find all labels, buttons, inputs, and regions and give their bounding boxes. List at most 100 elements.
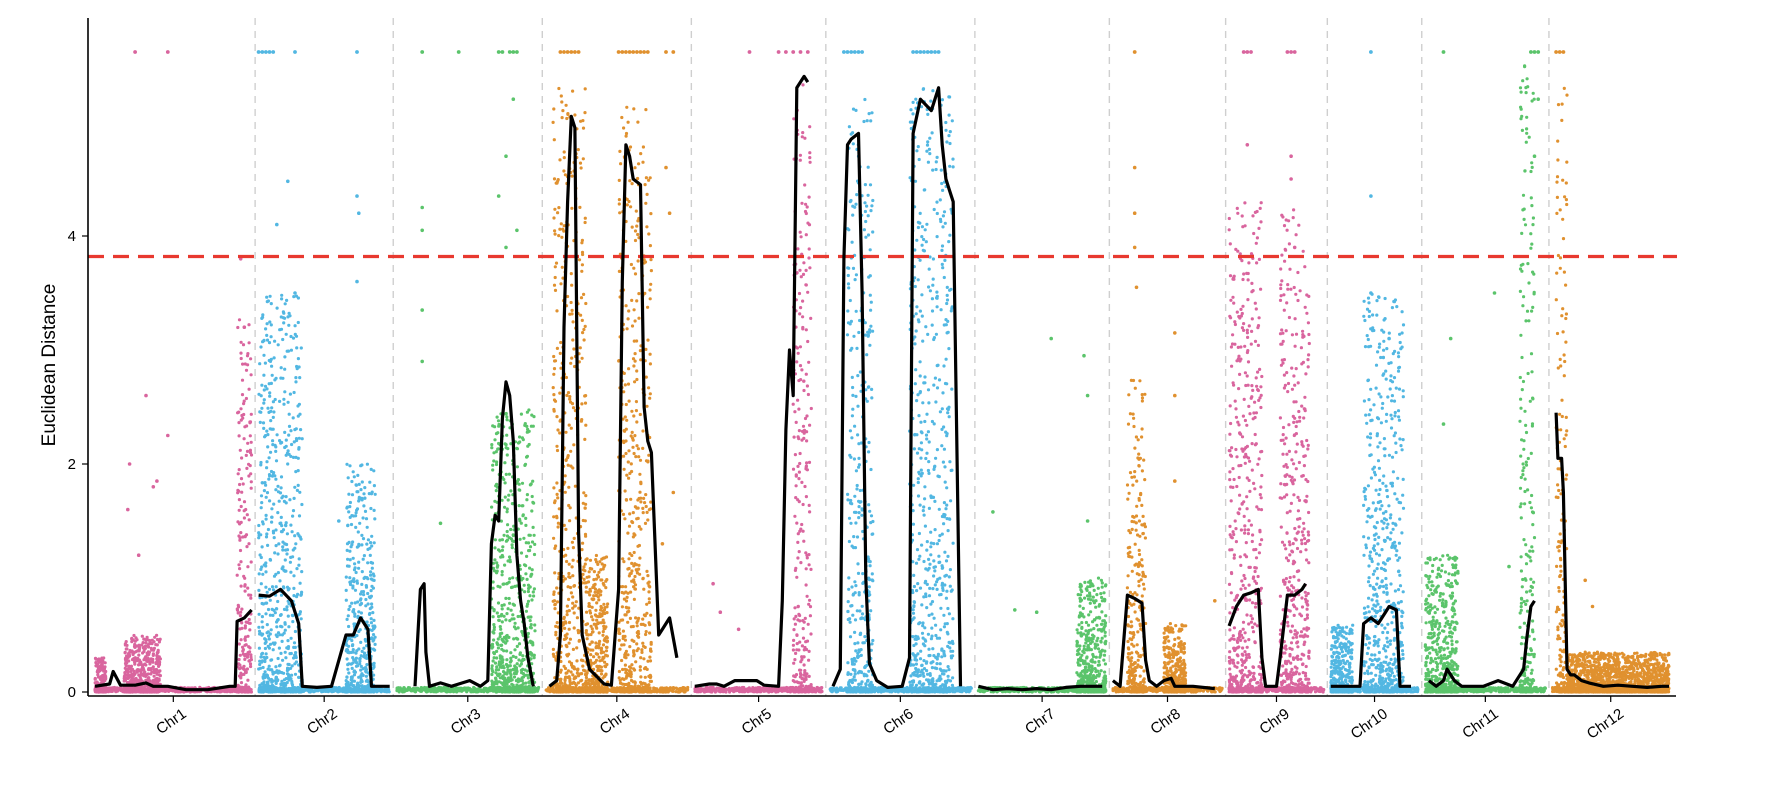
capped-point (256, 50, 261, 54)
data-point (96, 670, 100, 674)
data-point (263, 481, 267, 485)
data-point (571, 338, 575, 342)
data-point (565, 116, 569, 121)
data-point (369, 621, 373, 625)
data-point (518, 519, 522, 523)
data-point (579, 419, 584, 423)
data-point (572, 626, 576, 630)
capped-point (507, 50, 512, 54)
data-point (297, 534, 301, 538)
data-point (500, 659, 504, 664)
data-point (585, 610, 589, 614)
data-point (555, 415, 559, 419)
data-point (297, 447, 301, 451)
data-point (296, 483, 300, 487)
data-point (137, 653, 141, 657)
data-point (238, 653, 242, 657)
data-point (567, 562, 571, 566)
data-point (261, 421, 266, 425)
data-point (269, 323, 273, 327)
data-point (350, 601, 354, 605)
data-point (584, 590, 588, 594)
data-point (603, 637, 607, 641)
data-point (247, 621, 251, 625)
data-point (264, 495, 268, 499)
data-point (557, 86, 561, 91)
data-point (276, 618, 280, 622)
data-point (296, 296, 300, 300)
data-point (553, 229, 557, 233)
data-point (568, 397, 572, 401)
data-point (584, 502, 588, 506)
data-point (276, 552, 280, 556)
data-point (362, 492, 366, 496)
data-point (277, 499, 281, 503)
data-point (347, 644, 351, 648)
data-point (272, 574, 277, 578)
data-point (523, 673, 527, 677)
data-point (606, 602, 610, 606)
data-point (241, 649, 245, 653)
data-point (527, 615, 531, 619)
data-point (241, 343, 246, 347)
data-point (260, 501, 264, 505)
data-point (509, 659, 513, 663)
data-point (495, 611, 499, 615)
data-point (235, 573, 239, 577)
capped-point (420, 50, 425, 54)
data-point (491, 670, 495, 674)
data-point (123, 679, 127, 683)
data-point (146, 653, 150, 657)
data-point (166, 433, 170, 438)
data-point (525, 424, 529, 428)
data-point (277, 664, 282, 668)
data-point (583, 401, 588, 405)
data-point (527, 533, 531, 537)
data-point (345, 548, 349, 553)
data-point (261, 675, 265, 679)
data-point (601, 567, 605, 571)
data-point (636, 498, 640, 502)
data-point (284, 521, 288, 525)
data-point (265, 338, 270, 342)
data-point (508, 577, 512, 581)
data-point (243, 624, 247, 628)
data-point (505, 433, 509, 437)
data-point (510, 546, 514, 550)
data-point (265, 322, 269, 326)
data-point (127, 659, 131, 663)
data-point (491, 586, 495, 590)
data-point (96, 659, 100, 663)
data-point (593, 660, 597, 664)
data-point (325, 689, 329, 693)
data-point (638, 490, 642, 494)
data-point (516, 626, 520, 630)
data-point (259, 555, 263, 560)
data-point (570, 356, 574, 360)
data-point (564, 375, 569, 380)
data-point (632, 550, 636, 555)
data-point (259, 506, 263, 510)
data-point (365, 576, 369, 580)
data-point (555, 444, 559, 448)
data-point (364, 604, 368, 608)
data-point (568, 506, 572, 510)
data-point (602, 608, 607, 612)
data-point (517, 642, 522, 646)
data-point (295, 595, 299, 599)
data-point (247, 341, 251, 345)
data-point (571, 558, 575, 562)
data-point (376, 689, 380, 693)
data-point (279, 366, 283, 370)
data-point (259, 655, 263, 659)
data-point (491, 645, 495, 649)
data-point (270, 373, 274, 377)
data-point (494, 484, 498, 488)
data-point (298, 581, 302, 585)
data-point (559, 222, 563, 226)
data-point (236, 411, 240, 415)
data-point (240, 490, 244, 494)
data-point (493, 661, 498, 665)
data-point (553, 607, 557, 611)
data-point (262, 388, 266, 392)
